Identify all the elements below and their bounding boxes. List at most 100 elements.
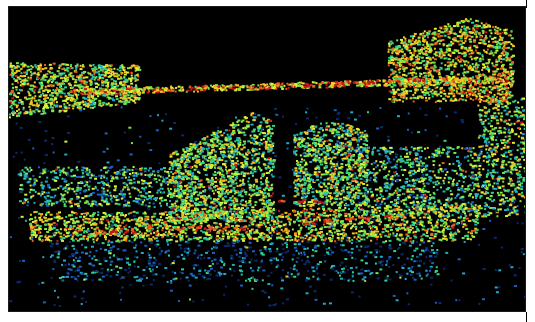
speckle [132,200,136,203]
speckle [484,201,487,204]
speckle [458,60,461,63]
speckle [54,194,57,197]
speckle [483,106,486,109]
speckle [492,128,496,131]
speckle [440,50,443,53]
speckle [431,66,434,69]
speckle [211,179,215,182]
speckle [332,82,336,85]
speckle [229,207,233,210]
speckle [58,169,62,172]
speckle [77,78,80,81]
speckle [207,165,211,168]
speckle [477,136,480,139]
speckle [250,195,253,198]
speckle [509,180,512,183]
speckle [409,90,413,93]
speckle [30,195,33,198]
speckle [74,70,78,73]
speckle [415,42,419,45]
speckle [500,153,503,156]
speckle [265,133,268,136]
speckle [490,100,494,103]
speckle [148,197,151,200]
speckle [241,86,245,89]
speckle [45,203,48,206]
speckle [474,32,477,35]
speckle [218,85,221,88]
speckle [156,170,160,173]
speckle [119,77,123,80]
speckle [455,80,458,83]
speckle [459,43,463,46]
speckle [193,218,196,221]
speckle [495,139,498,142]
speckle [318,83,321,85]
speckle [487,45,491,48]
speckle [17,114,21,117]
speckle [54,168,58,171]
speckle [152,202,155,205]
speckle [20,183,23,186]
speckle [418,66,422,69]
speckle [507,131,510,134]
speckle [95,92,99,95]
speckle [482,40,486,43]
speckle [485,89,489,92]
speckle [130,82,134,85]
speckle [448,43,452,46]
speckle [213,185,216,188]
speckle [218,180,222,183]
speckle [505,52,508,55]
speckle [506,135,509,138]
speckle [79,192,82,195]
speckle [49,196,53,199]
speckle [497,112,500,115]
speckle [115,198,118,201]
speckle [184,204,188,207]
speckle [144,181,148,184]
speckle [169,188,172,191]
speckle [508,212,511,215]
speckle [217,192,220,195]
speckle [473,57,476,60]
speckle [235,165,238,168]
speckle [494,70,498,73]
speckle [181,195,184,198]
speckle [100,199,104,202]
speckle [416,61,420,64]
speckle [112,177,115,180]
speckle [32,72,36,75]
speckle [236,120,239,123]
speckle [105,102,108,105]
speckle [230,152,234,155]
speckle [82,80,86,83]
speckle [492,99,495,102]
speckle [511,45,515,48]
speckle [192,200,195,203]
speckle [261,87,264,90]
speckle [37,71,40,74]
speckle [365,80,368,83]
speckle [198,143,202,145]
speckle [478,97,481,100]
speckle [490,174,493,176]
speckle [280,84,283,87]
speckle [270,82,274,85]
speckle [21,82,25,85]
speckle [40,81,43,84]
speckle [155,181,158,184]
speckle [61,177,64,180]
speckle [448,87,451,90]
speckle [221,175,225,178]
speckle [110,97,114,100]
speckle [209,166,213,169]
speckle [214,150,217,153]
speckle [187,196,191,199]
speckle [56,166,60,169]
speckle [444,30,447,33]
speckle [409,77,412,80]
speckle [169,90,172,93]
speckle [483,38,487,41]
speckle [50,91,54,94]
